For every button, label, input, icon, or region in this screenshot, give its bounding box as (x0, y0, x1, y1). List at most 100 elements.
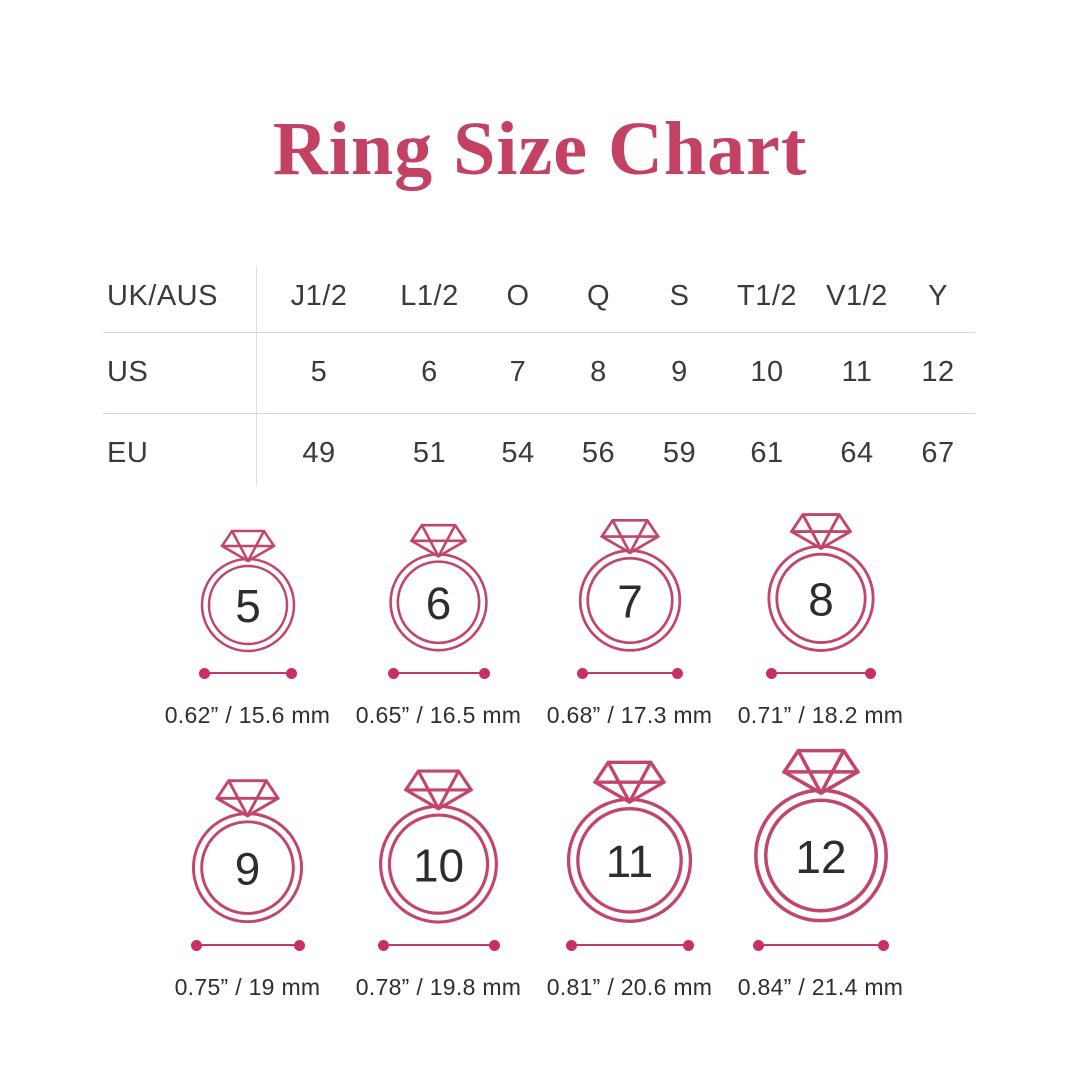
size-conversion-table: UK/AUS J1/2 L1/2 O Q S T1/2 V1/2 Y US 5 … (103, 262, 975, 494)
ring-size-number: 10 (413, 839, 464, 891)
ring-item-size-8: 8 0.71” / 18.2 mm (725, 507, 916, 729)
ring-figure: 10 (363, 743, 514, 927)
table-cell: T1/2 (736, 280, 798, 313)
row-label-eu: EU (107, 437, 149, 470)
diamond-icon (409, 524, 468, 559)
diamond-icon (219, 529, 276, 563)
table-cell: 67 (921, 437, 955, 470)
table-cell: 64 (840, 437, 874, 470)
row-label-us: US (107, 356, 149, 389)
diamond-icon (592, 760, 667, 805)
measure-dot-right (864, 667, 876, 679)
ring-item-size-7: 7 0.68” / 17.3 mm (534, 507, 725, 729)
measure-rule (776, 672, 865, 675)
table-row-eu: EU 49 51 54 56 59 61 64 67 (103, 414, 975, 494)
ring-size-number: 6 (426, 578, 452, 629)
ring-figure: 12 (736, 743, 906, 927)
measure-dot-left (565, 939, 577, 951)
diameter-measure-line (565, 939, 694, 951)
diameter-measure-line (752, 939, 889, 951)
ring-icon: 7 (578, 519, 681, 652)
table-cell: V1/2 (826, 280, 888, 313)
table-cell: O (506, 280, 530, 313)
table-cell: 51 (412, 437, 447, 470)
diamond-icon (214, 779, 281, 819)
measure-dot-right (682, 939, 694, 951)
diameter-measure-line (377, 939, 500, 951)
ring-item-size-5: 5 0.62” / 15.6 mm (152, 507, 343, 729)
ring-figure: 7 (565, 507, 695, 655)
measure-dot-right (293, 939, 305, 951)
ring-item-size-12: 12 0.84” / 21.4 mm (725, 743, 916, 1001)
table-vertical-divider (256, 265, 257, 486)
ring-figure: 8 (753, 507, 889, 655)
ring-item-size-11: 11 0.81” / 20.6 mm (534, 743, 725, 1001)
measure-dot-right (488, 939, 500, 951)
ring-icon: 12 (753, 749, 888, 923)
ring-icon: 8 (766, 512, 875, 652)
diameter-label: 0.78” / 19.8 mm (355, 973, 522, 1000)
table-cell: 49 (302, 437, 336, 470)
diameter-measure-line (765, 667, 876, 679)
ring-item-size-9: 9 0.75” / 19 mm (152, 743, 343, 1001)
measure-dot-right (671, 667, 683, 679)
table-cell: 54 (501, 437, 535, 470)
ring-item-size-6: 6 0.65” / 16.5 mm (343, 507, 534, 729)
ring-icon: 5 (200, 529, 295, 653)
measure-rule (209, 672, 286, 675)
diamond-icon (599, 519, 660, 555)
table-cell: Y (928, 280, 948, 313)
table-cell: L1/2 (400, 280, 459, 313)
table-cell: 59 (662, 437, 697, 470)
diameter-measure-line (190, 939, 305, 951)
measure-dot-left (198, 667, 210, 679)
measure-dot-left (190, 939, 202, 951)
diameter-measure-line (576, 667, 683, 679)
table-cell: Q (586, 280, 611, 313)
diameter-measure-line (387, 667, 490, 679)
ring-size-number: 8 (808, 573, 834, 625)
table-cell: 5 (310, 356, 328, 389)
measure-rule (398, 672, 479, 675)
measure-dot-left (765, 667, 777, 679)
diamond-icon (781, 749, 860, 796)
ring-figure: 11 (550, 743, 709, 927)
page-title: Ring Size Chart (272, 107, 808, 191)
measure-dot-right (877, 939, 889, 951)
measure-rule (576, 944, 683, 947)
ring-size-number: 9 (235, 844, 260, 895)
diamond-icon (789, 512, 852, 550)
ring-icon: 9 (191, 779, 304, 924)
table-cell: 7 (509, 356, 527, 389)
table-cell: 9 (671, 356, 688, 389)
diameter-label: 0.68” / 17.3 mm (546, 701, 713, 728)
diameter-label: 0.81” / 20.6 mm (546, 973, 713, 1000)
diamond-icon (403, 769, 474, 811)
table-cell: J1/2 (290, 280, 348, 313)
table-row-uk-aus: UK/AUS J1/2 L1/2 O Q S T1/2 V1/2 Y (103, 262, 975, 333)
measure-rule (587, 672, 672, 675)
table-cell: 56 (581, 437, 616, 470)
measure-dot-left (387, 667, 399, 679)
measure-dot-left (377, 939, 389, 951)
diameter-label: 0.71” / 18.2 mm (737, 701, 904, 728)
ring-figure: 5 (188, 507, 308, 655)
table-cell: 61 (750, 437, 784, 470)
measure-rule (388, 944, 489, 947)
ring-icon: 11 (566, 760, 693, 924)
table-cell: 8 (590, 356, 607, 389)
ring-icon: 10 (379, 769, 498, 924)
measure-dot-right (285, 667, 297, 679)
ring-figure: 9 (177, 743, 318, 927)
measure-dot-right (478, 667, 490, 679)
measure-rule (201, 944, 294, 947)
measure-rule (763, 944, 878, 947)
ring-sizes-row-1: 5 0.62” / 15.6 mm (152, 507, 916, 729)
measure-dot-left (576, 667, 588, 679)
ring-size-number: 12 (795, 831, 846, 883)
ring-figure: 6 (376, 507, 501, 655)
ring-size-number: 5 (235, 580, 261, 632)
table-row-us: US 5 6 7 8 9 10 11 12 (103, 333, 975, 414)
diameter-label: 0.65” / 16.5 mm (355, 701, 522, 728)
diameter-label: 0.75” / 19 mm (174, 973, 321, 1000)
